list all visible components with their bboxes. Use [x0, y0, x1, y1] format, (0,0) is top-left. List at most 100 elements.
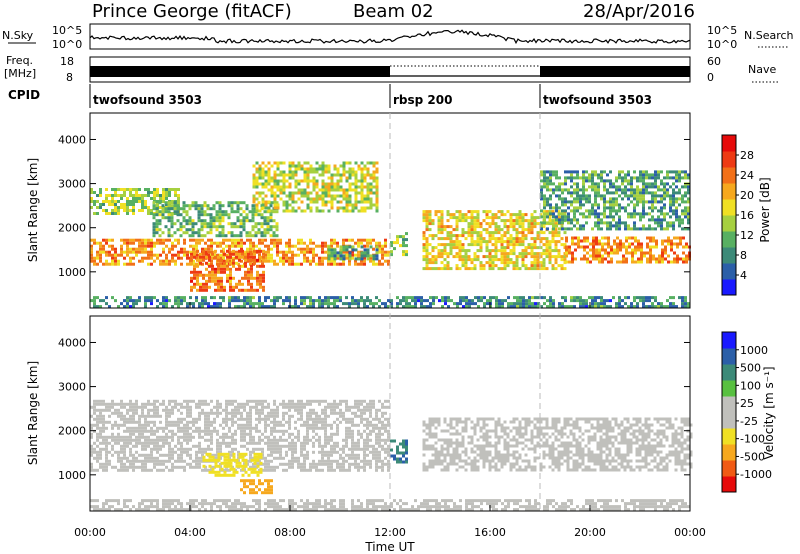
scatter-cell — [111, 405, 114, 409]
scatter-cell — [684, 170, 687, 174]
scatter-cell — [524, 264, 528, 268]
scatter-cell — [375, 197, 379, 201]
scatter-cell — [162, 435, 165, 439]
scatter-cell — [642, 212, 645, 216]
scatter-cell — [180, 417, 183, 421]
scatter-cell — [153, 414, 156, 418]
scatter-cell — [255, 399, 258, 403]
scatter-cell — [141, 408, 144, 412]
scatter-cell — [664, 251, 667, 255]
scatter-cell — [512, 237, 516, 241]
scatter-cell — [189, 435, 192, 439]
scatter-cell — [446, 237, 450, 241]
scatter-cell — [267, 173, 271, 177]
scatter-cell — [473, 231, 477, 235]
scatter-cell — [652, 236, 655, 240]
scatter-cell — [252, 209, 256, 213]
scatter-cell — [372, 173, 376, 177]
scatter-cell — [144, 256, 147, 260]
scatter-cell — [165, 305, 168, 309]
scatter-cell — [318, 444, 321, 448]
scatter-cell — [360, 191, 364, 195]
scatter-cell — [273, 417, 276, 421]
scatter-cell — [176, 204, 180, 208]
scatter-cell — [315, 438, 318, 442]
scatter-cell — [558, 176, 561, 180]
scatter-cell — [155, 213, 159, 217]
scatter-cell — [126, 408, 129, 412]
scatter-cell — [399, 235, 402, 239]
scatter-cell — [246, 423, 249, 427]
scatter-cell — [117, 194, 120, 197]
scatter-cell — [675, 173, 678, 177]
scatter-cell — [138, 188, 141, 191]
scatter-cell — [603, 305, 606, 309]
scatter-cell — [152, 225, 156, 229]
scatter-cell — [603, 197, 606, 201]
scatter-cell — [521, 264, 525, 268]
scatter-cell — [288, 296, 291, 300]
scatter-cell — [93, 402, 96, 406]
scatter-cell — [543, 221, 546, 225]
scatter-cell — [512, 225, 516, 229]
scatter-cell — [197, 207, 201, 211]
scatter-cell — [631, 242, 634, 246]
scatter-cell — [273, 468, 276, 472]
scatter-cell — [339, 185, 343, 189]
scatter-cell — [270, 444, 273, 448]
scatter-cell — [96, 402, 99, 406]
scatter-cell — [618, 305, 621, 309]
scatter-cell — [678, 173, 681, 177]
scatter-cell — [426, 305, 429, 309]
scatter-cell — [90, 259, 93, 263]
scatter-cell — [214, 273, 217, 277]
scatter-cell — [669, 221, 672, 225]
scatter-cell — [225, 417, 228, 421]
scatter-cell — [198, 426, 201, 430]
scatter-cell — [205, 273, 208, 277]
scatter-cell — [666, 170, 669, 174]
scatter-cell — [270, 411, 273, 415]
scatter-cell — [363, 206, 367, 210]
scatter-cell — [111, 212, 114, 215]
scatter-cell — [156, 459, 159, 463]
scatter-cell — [315, 179, 319, 183]
scatter-cell — [207, 468, 210, 472]
scatter-cell — [300, 296, 303, 300]
scatter-cell — [330, 302, 333, 306]
scatter-cell — [431, 255, 435, 259]
scatter-cell — [99, 241, 102, 245]
scatter-cell — [179, 213, 183, 217]
scatter-cell — [243, 438, 246, 442]
scatter-cell — [105, 200, 108, 203]
scatter-cell — [229, 273, 232, 277]
scatter-cell — [108, 405, 111, 409]
scatter-cell — [441, 299, 444, 303]
scatter-cell — [250, 282, 253, 286]
scatter-cell — [183, 429, 186, 433]
scatter-cell — [270, 185, 274, 189]
scatter-cell — [551, 219, 555, 223]
scatter-cell — [330, 185, 334, 189]
scatter-cell — [237, 299, 240, 303]
scatter-cell — [144, 441, 147, 445]
scatter-cell — [546, 299, 549, 303]
scatter-cell — [669, 194, 672, 198]
scatter-cell — [455, 216, 459, 220]
scatter-cell — [279, 429, 282, 433]
scatter-cell — [288, 209, 292, 213]
scatter-cell — [509, 225, 513, 229]
scatter-cell — [270, 453, 273, 457]
scatter-cell — [177, 296, 180, 300]
scatter-cell — [321, 164, 325, 168]
scatter-cell — [631, 248, 634, 252]
scatter-cell — [509, 249, 513, 253]
scatter-cell — [270, 299, 273, 303]
scatter-cell — [248, 210, 252, 214]
scatter-cell — [645, 176, 648, 180]
scatter-cell — [673, 251, 676, 255]
scatter-cell — [564, 182, 567, 186]
scatter-cell — [285, 206, 289, 210]
scatter-cell — [93, 259, 96, 263]
scatter-cell — [221, 228, 225, 232]
